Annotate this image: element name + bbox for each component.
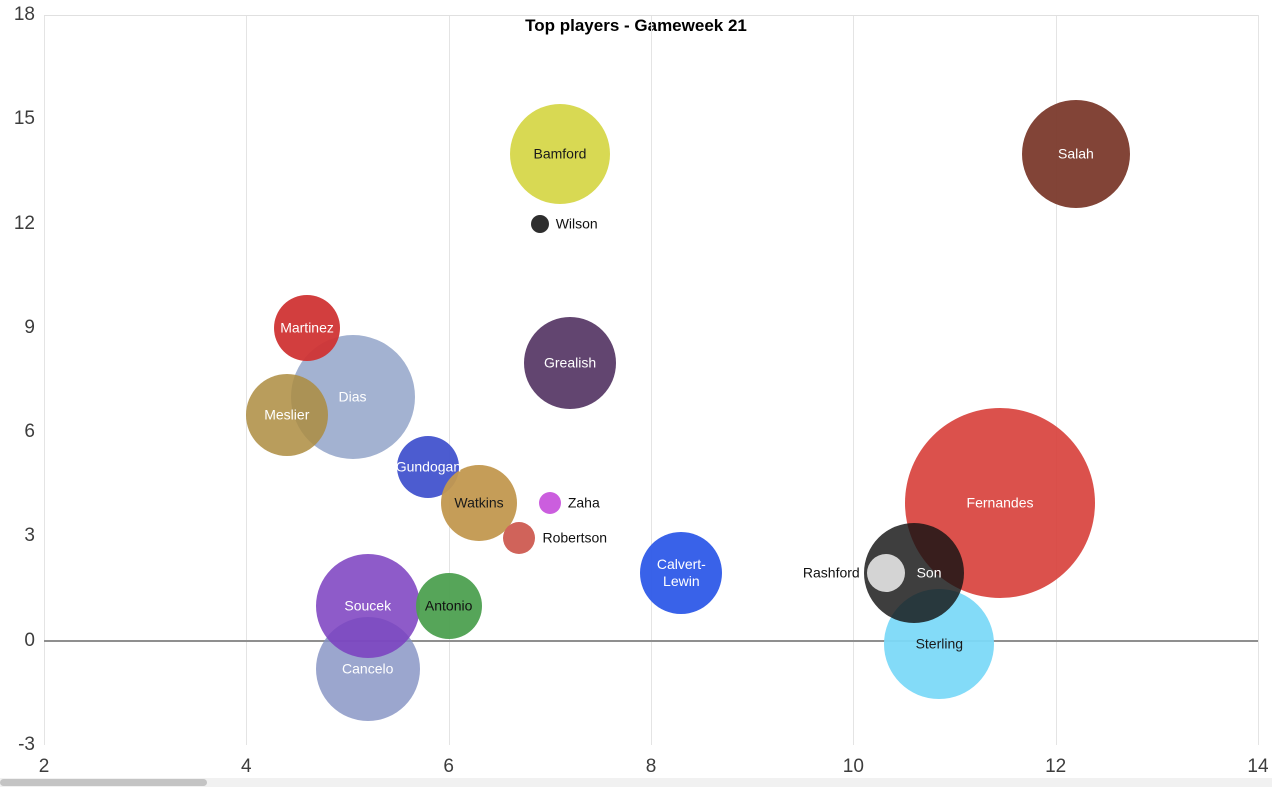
plot-area: Dias Meslier Martinez Gundogan Watkins Greali… <box>44 15 1259 745</box>
scrollbar-thumb[interactable] <box>0 779 207 786</box>
bubble-antonio[interactable] <box>415 572 482 639</box>
gridline-top <box>44 15 1258 16</box>
y-tick-label-18: 18 <box>13 4 35 25</box>
gridline-vertical-10 <box>853 15 855 745</box>
gridline-vertical-6 <box>448 15 450 745</box>
x-tick-label-8: 8 <box>645 756 657 777</box>
bubble-label-wilson: Wilson <box>555 215 598 232</box>
gridline-vertical-2 <box>44 15 45 745</box>
y-tick-label-12: 12 <box>13 212 35 234</box>
y-tick-label-0: 0 <box>24 629 35 651</box>
bubble-label-zaha: Zaha <box>567 494 600 511</box>
bubble-meslier[interactable] <box>245 373 328 456</box>
bubble-wilson[interactable] <box>530 214 549 233</box>
y-tick-label--3: -3 <box>18 734 35 755</box>
bubble-martinez[interactable] <box>274 294 341 361</box>
x-tick-label-10: 10 <box>842 756 864 777</box>
x-tick-label-12: 12 <box>1045 756 1067 777</box>
bubble-calvert-lewin[interactable] <box>640 531 723 614</box>
y-tick-label-3: 3 <box>24 525 35 547</box>
bubble-zaha[interactable] <box>538 492 561 515</box>
y-tick-label-6: 6 <box>24 421 35 443</box>
bubble-bamford[interactable] <box>509 104 610 205</box>
bubble-salah[interactable] <box>1021 100 1130 209</box>
zero-axis-line <box>44 639 1258 642</box>
chart-title: Top players - Gameweek 21 <box>525 16 747 35</box>
y-tick-label-9: 9 <box>24 316 35 338</box>
bubble-label-robertson: Robertson <box>542 529 608 546</box>
bubble-grealish[interactable] <box>524 316 617 409</box>
bubble-robertson[interactable] <box>503 522 536 555</box>
bubble-label-rashford: Rashford <box>802 564 860 581</box>
gridline-vertical-8 <box>651 15 652 745</box>
gridline-vertical-14 <box>1258 15 1259 745</box>
y-tick-label-15: 15 <box>13 108 35 130</box>
x-tick-label-6: 6 <box>443 756 454 777</box>
horizontal-scrollbar[interactable] <box>0 778 1272 787</box>
gridline-vertical-4 <box>246 15 248 745</box>
x-tick-label-2: 2 <box>38 756 50 777</box>
bubble-rashford[interactable] <box>866 553 905 592</box>
x-tick-label-4: 4 <box>241 756 252 777</box>
gridline-vertical-12 <box>1055 15 1057 745</box>
bubble-soucek[interactable] <box>315 553 420 658</box>
x-tick-label-14: 14 <box>1247 756 1269 777</box>
